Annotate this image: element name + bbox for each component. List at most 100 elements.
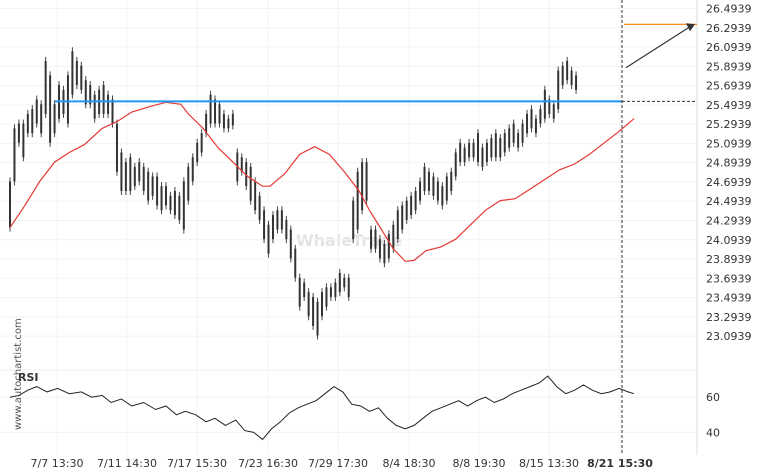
price-tick-label: 24.2939 [706, 214, 752, 227]
candle-body [378, 239, 381, 259]
price-tick-label: 23.0939 [706, 330, 752, 343]
time-tick-label: 7/11 14:30 [97, 457, 157, 470]
price-tick-label: 23.6939 [706, 272, 752, 285]
candle-body [182, 181, 185, 230]
candle-body [374, 229, 377, 249]
candle-body [534, 118, 537, 134]
candle-body [115, 123, 118, 172]
candle-body [71, 51, 74, 95]
candle-body [271, 215, 274, 240]
candle-body [169, 195, 172, 211]
candle-body [405, 200, 408, 220]
candles [9, 47, 578, 340]
price-tick-label: 26.4939 [706, 3, 752, 16]
candle-body [361, 162, 364, 211]
candle-body [222, 113, 225, 129]
candle-body [436, 181, 439, 201]
candle-body [321, 292, 323, 317]
candle-body [499, 137, 502, 158]
candle-body [454, 152, 457, 177]
candle-body [427, 171, 430, 191]
candle-body [40, 104, 43, 134]
candle-body [209, 94, 212, 124]
candle-body [392, 224, 395, 249]
price-tick-label: 24.6939 [706, 176, 752, 189]
rsi-label: RSI [18, 371, 39, 384]
candle-body [120, 152, 123, 191]
candle-body [370, 229, 373, 249]
arrow-head-icon [686, 23, 695, 32]
candle-body [387, 234, 390, 259]
candle-body [245, 162, 248, 187]
candle-body [173, 190, 176, 216]
candle-body [566, 60, 569, 81]
candle-body [410, 195, 413, 216]
candle-body [557, 70, 560, 110]
price-tick-label: 25.0939 [706, 137, 752, 150]
candle-body [285, 219, 288, 240]
candle-body [231, 113, 234, 126]
price-tick-label: 25.2939 [706, 118, 752, 131]
candle-body [240, 157, 243, 172]
candle-body [485, 142, 488, 163]
grid [0, 0, 697, 455]
candle-body [205, 113, 208, 134]
candle-body [548, 99, 551, 114]
candle-body [539, 109, 542, 124]
price-tick-label: 23.4939 [706, 292, 752, 305]
price-tick-label: 24.8939 [706, 157, 752, 170]
candle-body [512, 123, 515, 143]
rsi-axis: 60 40 [706, 391, 720, 439]
candle-body [334, 282, 337, 297]
rsi-tick-label: 40 [706, 426, 720, 439]
candle-body [254, 181, 257, 211]
candle-body [133, 166, 136, 187]
candle-body [445, 176, 448, 201]
price-tick-label: 25.6939 [706, 80, 752, 93]
candle-body [44, 60, 47, 114]
candle-body [75, 60, 78, 86]
candle-body [191, 157, 194, 182]
candle-body [503, 133, 506, 153]
candle-body [365, 162, 368, 201]
watermark-text: WhaleTrade [296, 231, 402, 250]
candle-body [107, 94, 110, 114]
time-tick-label: 8/15 13:30 [519, 457, 579, 470]
candle-body [35, 99, 38, 124]
candle-body [530, 109, 533, 129]
candle-body [294, 248, 297, 278]
time-axis: 7/7 13:30 7/11 14:30 7/17 15:30 7/23 16:30 7… [31, 457, 654, 470]
candle-body [298, 277, 301, 307]
candle-body [26, 113, 29, 134]
time-tick-label: 7/29 17:30 [308, 457, 368, 470]
candle-body [396, 210, 399, 240]
time-tick-label: 8/8 19:30 [453, 457, 506, 470]
candle-body [200, 133, 203, 153]
candle-body [129, 157, 132, 191]
candle-body [227, 118, 230, 129]
candle-body [142, 166, 145, 191]
candle-body [49, 75, 52, 143]
candle-body [575, 75, 578, 90]
price-tick-label: 25.4939 [706, 99, 752, 112]
candle-body [343, 277, 346, 288]
candle-body [401, 205, 404, 230]
candle-body [508, 128, 511, 148]
candle-body [111, 99, 114, 124]
candle-body [93, 94, 96, 119]
price-tick-label: 23.8939 [706, 253, 752, 266]
rsi-tick-label: 60 [706, 391, 720, 404]
candle-body [477, 133, 479, 163]
candle-body [80, 65, 83, 90]
price-tick-label: 26.0939 [706, 41, 752, 54]
candle-body [526, 113, 529, 134]
candle-body [423, 166, 426, 191]
price-tick-label: 26.2939 [706, 22, 752, 35]
candle-body [151, 176, 154, 196]
candle-body [289, 229, 292, 259]
candle-body [165, 186, 167, 206]
candle-body [329, 287, 332, 297]
candle-body [263, 210, 266, 240]
candle-body [160, 186, 163, 211]
time-tick-label: 7/7 13:30 [31, 457, 84, 470]
